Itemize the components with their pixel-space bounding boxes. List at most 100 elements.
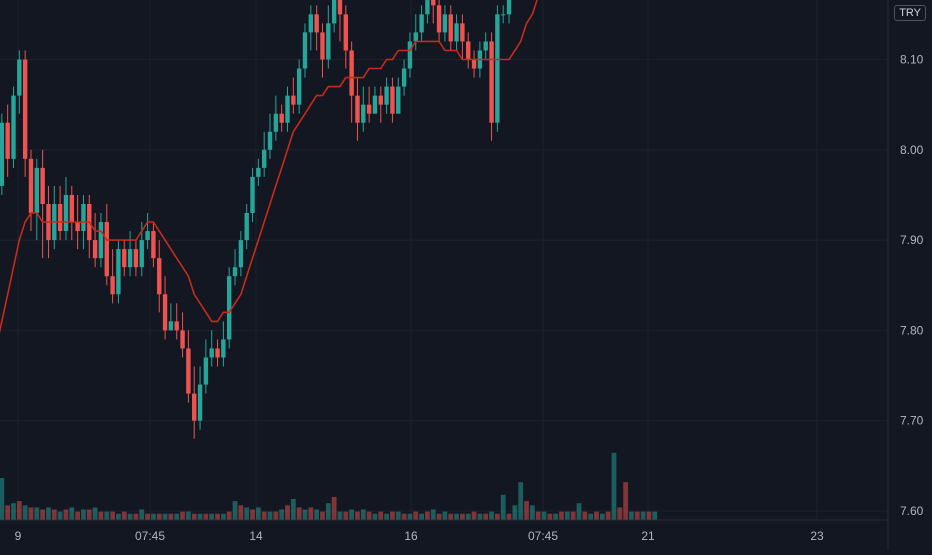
volume-bar: [559, 511, 564, 520]
volume-bar: [174, 513, 180, 520]
currency-label[interactable]: TRY: [894, 5, 926, 21]
candle-body: [256, 167, 261, 177]
volume-bar: [384, 513, 390, 520]
candle-body: [116, 249, 121, 295]
volume-bar: [401, 513, 407, 520]
volume-bar: [436, 513, 442, 520]
volume-bar: [425, 511, 430, 520]
volume-bar: [611, 452, 617, 520]
volume-bar: [203, 513, 209, 520]
volume-bar: [518, 482, 524, 520]
candle-body: [11, 95, 16, 159]
candle-body: [466, 41, 471, 60]
volume-bar: [40, 509, 46, 520]
volume-bar: [454, 513, 459, 520]
volume-bar: [244, 507, 250, 520]
candle-body: [133, 249, 139, 268]
volume-bar: [226, 511, 232, 520]
candle-body: [145, 231, 150, 241]
volume-bar: [524, 501, 529, 520]
candle-body: [261, 149, 267, 168]
candle-body: [454, 23, 459, 42]
volume-bar: [535, 511, 541, 520]
price-axis[interactable]: 7.607.707.807.908.008.108.208.308.408.50…: [900, 0, 924, 519]
candle-body: [302, 32, 308, 69]
candle-body: [390, 86, 395, 114]
candle-body: [460, 23, 465, 42]
candle-body: [127, 249, 133, 268]
volume-bar: [11, 503, 16, 520]
volume-bar: [296, 507, 302, 520]
candle-body: [157, 258, 162, 295]
volume-bar: [197, 513, 203, 520]
volume-bar: [588, 513, 594, 520]
volume-bar: [547, 513, 553, 520]
volume-bar: [599, 513, 605, 520]
volume-bar: [623, 482, 629, 520]
volume-bar: [127, 513, 133, 520]
volume-bar: [570, 511, 576, 520]
candle-body: [63, 194, 69, 232]
candle-body: [34, 167, 40, 214]
volume-bar: [541, 511, 547, 520]
volume-bar: [395, 511, 401, 520]
candle-body: [0, 122, 5, 186]
candle-body: [413, 32, 418, 42]
volume-bar: [180, 511, 185, 520]
candle-body: [506, 0, 512, 15]
volume-bar: [238, 505, 244, 520]
volume-bar: [640, 511, 646, 520]
volume-bar: [98, 511, 104, 520]
candle-body: [384, 86, 389, 105]
candle-body: [98, 222, 104, 259]
volume-bar: [652, 511, 658, 520]
candle-body: [366, 104, 372, 114]
volume-bar: [343, 511, 349, 520]
candle-body: [489, 41, 494, 123]
candle-body: [197, 384, 203, 421]
candle-body: [401, 68, 407, 87]
candles: [0, 0, 512, 439]
candle-body: [81, 203, 86, 232]
volume-bar: [506, 513, 512, 520]
candle-body: [436, 5, 442, 33]
volume-bar: [81, 509, 86, 520]
volume-bar: [489, 511, 494, 520]
volume-bar: [110, 511, 115, 520]
candle-body: [396, 86, 401, 114]
volume-bar: [629, 511, 634, 520]
volume-bar: [121, 511, 127, 520]
volume-bar: [320, 511, 325, 520]
candle-body: [122, 249, 127, 268]
volume-bar: [185, 511, 191, 520]
candle-body: [273, 113, 279, 132]
volume-bar: [86, 509, 92, 520]
volume-bar: [448, 513, 454, 520]
volume-bar: [151, 513, 156, 520]
volume-bar: [168, 513, 174, 520]
candle-body: [28, 158, 34, 214]
candle-body: [471, 59, 477, 69]
volume-bar: [337, 511, 343, 520]
time-axis[interactable]: 9 07:45 14 16 07:45 21 23: [15, 529, 824, 543]
volume-bar: [390, 511, 395, 520]
candle-body: [320, 32, 325, 60]
candle-body: [308, 14, 314, 33]
volume-bar: [75, 511, 81, 520]
time-tick-label: 16: [404, 529, 418, 543]
candle-body: [57, 203, 63, 232]
price-tick-label: 7.90: [900, 233, 924, 247]
price-tick-label: 7.80: [900, 323, 924, 337]
candle-body: [151, 231, 156, 259]
volume-bar: [145, 513, 150, 520]
candle-body: [501, 14, 506, 16]
candle-body: [221, 339, 226, 358]
volume-bar: [617, 507, 623, 520]
volume-bar: [594, 511, 599, 520]
candle-body: [180, 330, 185, 349]
candle-body: [238, 240, 244, 268]
volume-bar: [483, 513, 489, 520]
volume-bar: [139, 509, 145, 520]
